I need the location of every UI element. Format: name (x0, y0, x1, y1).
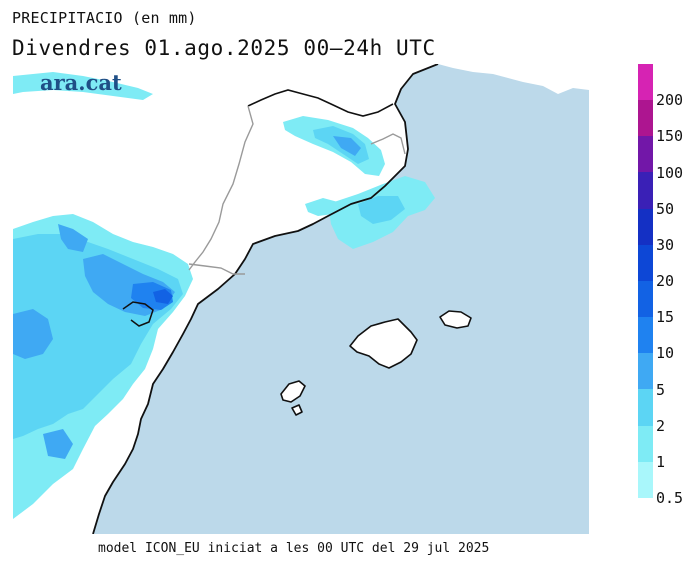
model-run-note: model ICON_EU iniciat a les 00 UTC del 2… (98, 541, 490, 556)
precipitation-areas (13, 72, 435, 519)
legend-color-swatch (638, 280, 653, 318)
legend-label: 5 (656, 380, 666, 399)
legend-color-swatch (638, 317, 653, 354)
legend-label: 50 (656, 199, 675, 218)
legend-color-swatch (638, 389, 653, 426)
ara-cat-logo: ara.cat (40, 70, 122, 95)
formentera-island (291, 404, 303, 416)
legend-color-swatch (638, 100, 653, 137)
inland-coast-detail (122, 301, 154, 327)
sea-area (93, 64, 589, 534)
legend-label: 20 (656, 272, 675, 290)
legend-label: 30 (656, 235, 675, 254)
legend-label: 15 (656, 308, 675, 327)
map-subtitle: Divendres 01.ago.2025 00–24h UTC (12, 36, 436, 60)
map-title: PRECIPITACIO (en mm) (12, 9, 197, 27)
menorca-island (439, 310, 472, 329)
ibiza-island (280, 380, 306, 403)
legend-color-swatch (638, 208, 653, 245)
legend-label: 10 (656, 344, 675, 363)
mallorca-island (349, 318, 418, 369)
legend-color-swatch (638, 425, 653, 462)
legend-label: 2 (656, 416, 666, 435)
legend-label: 0.5 (656, 489, 684, 507)
region-borders (188, 105, 406, 275)
legend-color-swatch (638, 353, 653, 390)
precipitation-map (13, 64, 589, 534)
balearic-islands (280, 310, 472, 416)
legend-label: 200 (656, 91, 684, 110)
legend-color-swatch (638, 136, 653, 173)
legend-color-swatch (638, 64, 653, 101)
precipitation-legend-bar (638, 64, 653, 498)
legend-color-swatch (638, 461, 653, 498)
legend-label: 100 (656, 163, 684, 182)
coastline (92, 64, 439, 534)
northern-coastline (247, 89, 394, 117)
legend-color-swatch (638, 244, 653, 281)
legend-color-swatch (638, 172, 653, 209)
legend-label: 1 (656, 452, 666, 471)
legend-label: 150 (656, 127, 684, 146)
